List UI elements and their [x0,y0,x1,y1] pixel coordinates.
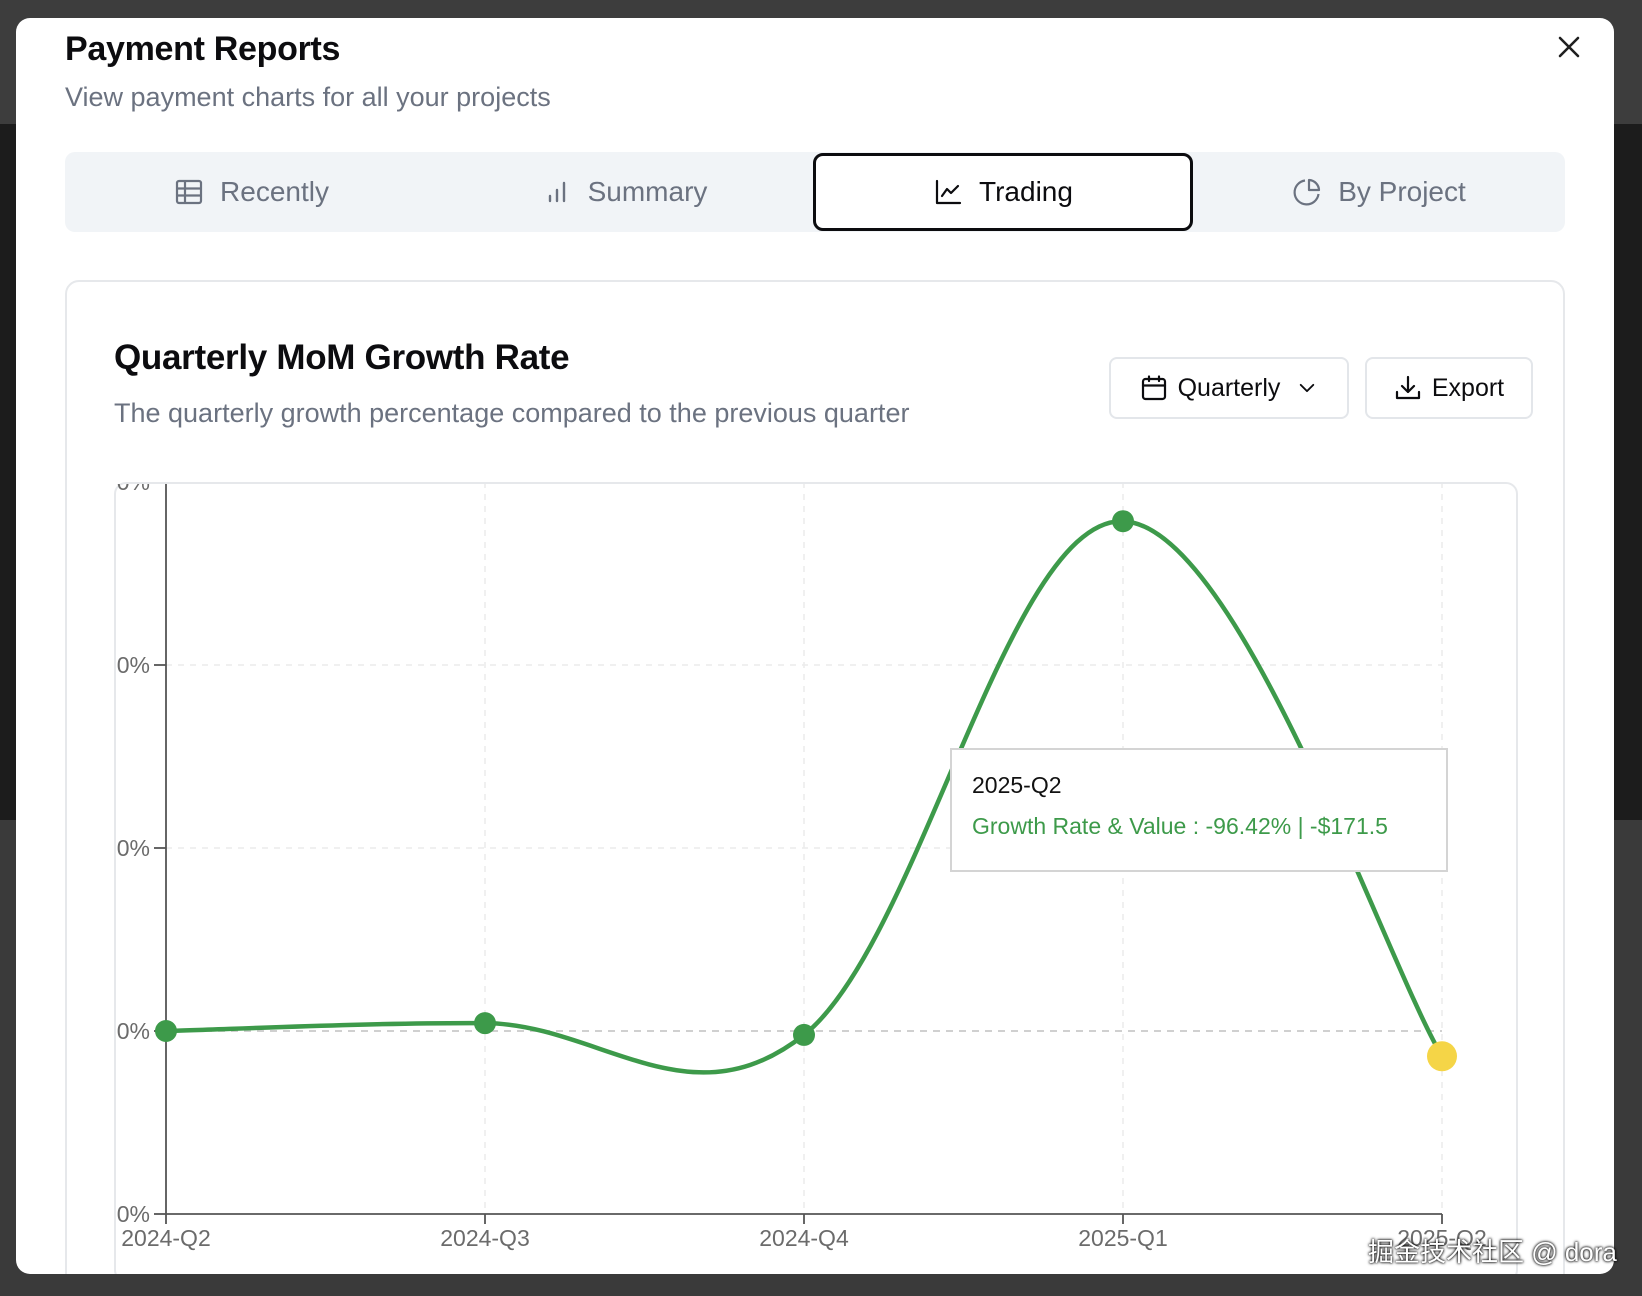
x-tick-label: 2025-Q2 [1397,1225,1487,1251]
y-tick-label: -700% [116,1201,150,1227]
x-tick-label: 2024-Q4 [759,1225,849,1251]
export-button[interactable]: Export [1365,357,1533,419]
x-tick-label: 2024-Q2 [121,1225,211,1251]
x-tick-label: 2025-Q1 [1078,1225,1168,1251]
line-chart-icon [935,179,962,205]
calendar-icon [1141,375,1166,401]
tab-label: By Project [1338,176,1466,207]
period-select[interactable]: Quarterly [1109,357,1349,419]
tooltip-value: Growth Rate & Value : -96.42% | -$171.5 [972,813,1388,839]
report-tabs: Recently Summary Trading By Project [65,152,1565,232]
pie-chart-icon [1293,178,1321,206]
modal-subtitle: View payment charts for all your project… [65,82,551,112]
y-tick-label: 700% [116,835,150,861]
export-button-label: Export [1431,373,1505,402]
tab-label: Trading [979,176,1073,207]
tab-by-project[interactable]: By Project [1193,152,1565,232]
growth-rate-card: Quarterly MoM Growth Rate The quarterly … [65,280,1565,1274]
y-tick-label: 1400% [116,652,150,678]
close-icon [1558,36,1580,58]
x-tick-label: 2024-Q3 [440,1225,530,1251]
modal-title: Payment Reports [65,30,341,68]
tab-summary[interactable]: Summary [438,152,811,232]
y-tick-label: 2100% [116,484,150,495]
tooltip-label: 2025-Q2 [972,772,1062,798]
card-title: Quarterly MoM Growth Rate [114,338,570,377]
bar-chart-icon [548,181,565,203]
tab-label: Recently [220,176,329,207]
period-select-label: Quarterly [1177,373,1281,402]
data-point [474,1012,496,1035]
chart-tooltip: 2025-Q2 Growth Rate & Value : -96.42% | … [950,748,1448,872]
download-icon [1395,375,1420,400]
growth-rate-line-chart: -700% 0% 700% 1400% 2100% 2024-Q2 2024-Q3 2024-… [116,484,1487,1251]
table-icon [175,179,203,205]
close-button[interactable] [1552,30,1586,64]
series-line [163,518,1445,1075]
payment-reports-modal: Payment Reports View payment charts for … [16,18,1614,1274]
highlighted-data-point [1427,1041,1457,1072]
y-tick-label: 0% [117,1018,150,1044]
tab-recently[interactable]: Recently [65,152,438,232]
tab-trading[interactable]: Trading [813,153,1193,231]
data-point [155,1020,177,1042]
watermark: 掘金技术社区 @ dora [1368,1237,1617,1267]
data-point [1112,510,1134,533]
tab-label: Summary [587,176,708,207]
card-description: The quarterly growth percentage compared… [114,398,910,428]
data-point [793,1023,815,1046]
chevron-down-icon [1300,383,1315,393]
chart-container: -700% 0% 700% 1400% 2100% 2024-Q2 2024-Q3 2024-… [114,482,1518,1274]
